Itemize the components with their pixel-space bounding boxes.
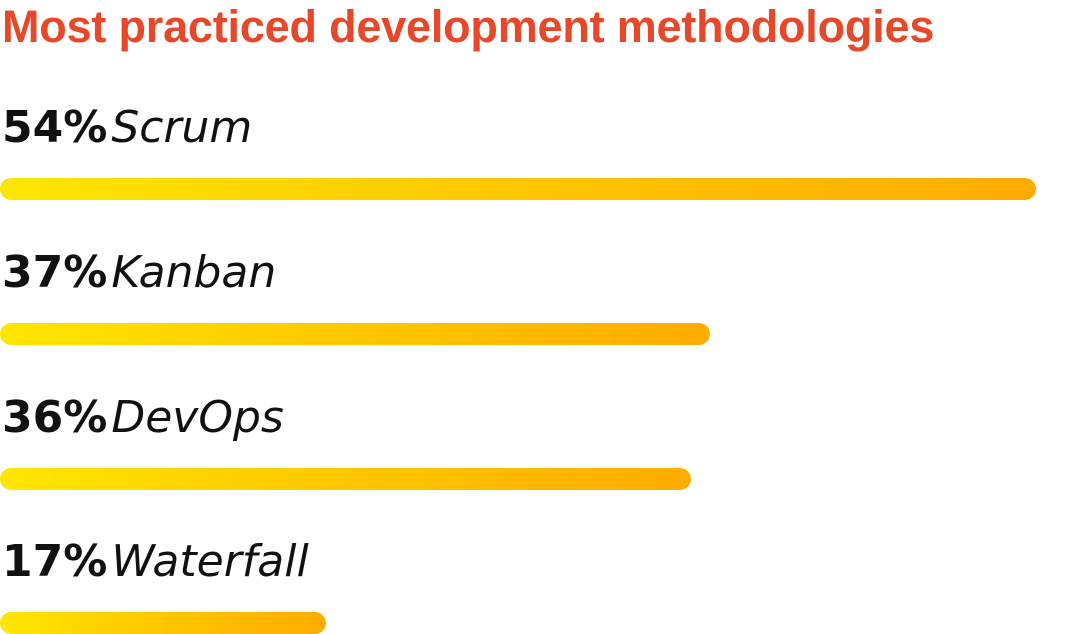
bar-category-label: Kanban	[111, 247, 277, 298]
bar-label: 54%Scrum	[2, 100, 252, 156]
bar-label: 17%Waterfall	[2, 534, 309, 590]
bar-track	[0, 178, 1036, 200]
bar-category-label: Scrum	[111, 102, 253, 153]
bar-row: 17%Waterfall	[0, 534, 1080, 634]
bar-label: 37%Kanban	[2, 245, 276, 301]
bar	[0, 323, 710, 345]
bar-label: 36%DevOps	[2, 390, 284, 446]
bar-row: 37%Kanban	[0, 245, 1080, 345]
bar-track	[0, 468, 1036, 490]
bar-value-label: 36%	[2, 392, 108, 443]
bar-value-label: 37%	[2, 247, 108, 298]
bar-track	[0, 323, 1036, 345]
bar-track	[0, 612, 1036, 634]
bar-category-label: DevOps	[111, 392, 284, 443]
bar-category-label: Waterfall	[111, 536, 309, 587]
bar	[0, 468, 691, 490]
bar	[0, 178, 1036, 200]
chart-title: Most practiced development methodologies	[2, 1, 935, 52]
bar-row: 54%Scrum	[0, 100, 1080, 200]
bar	[0, 612, 327, 634]
bar-value-label: 54%	[2, 102, 108, 153]
bar-value-label: 17%	[2, 536, 108, 587]
bar-row: 36%DevOps	[0, 390, 1080, 490]
